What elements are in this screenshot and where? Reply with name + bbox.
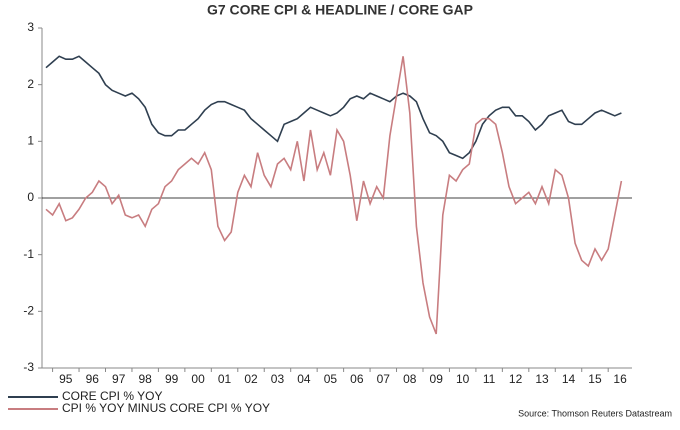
- x-tick-label: 15: [588, 372, 602, 386]
- x-tick-label: 09: [430, 372, 444, 386]
- x-tick-label: 03: [271, 372, 285, 386]
- x-tick-label: 04: [297, 372, 311, 386]
- x-tick-label: 99: [165, 372, 179, 386]
- x-tick-label: 16: [613, 372, 627, 386]
- x-tick-label: 08: [403, 372, 417, 386]
- y-tick-label: -3: [23, 360, 34, 374]
- x-tick-label: 01: [218, 372, 232, 386]
- x-tick-label: 12: [509, 372, 523, 386]
- x-tick-label: 97: [112, 372, 126, 386]
- y-tick-label: 1: [27, 134, 34, 148]
- series-line: [45, 56, 623, 335]
- legend-label: CORE CPI % YOY: [62, 389, 162, 403]
- x-tick-label: 05: [324, 372, 338, 386]
- x-tick-label: 02: [244, 372, 258, 386]
- y-tick-label: 0: [27, 190, 34, 204]
- x-tick-label: 00: [191, 372, 205, 386]
- y-tick-label: -1: [23, 247, 34, 261]
- chart-title: G7 CORE CPI & HEADLINE / CORE GAP: [207, 2, 473, 18]
- series-line: [45, 55, 622, 160]
- x-tick-label: 06: [350, 372, 364, 386]
- x-tick-label: 11: [483, 372, 496, 386]
- source-note: Source: Thomson Reuters Datastream: [518, 408, 672, 418]
- x-tick-label: 13: [535, 372, 549, 386]
- y-tick-label: 3: [27, 20, 34, 34]
- y-tick-label: -2: [23, 304, 34, 318]
- x-tick-label: 98: [139, 372, 153, 386]
- x-tick-label: 07: [377, 372, 391, 386]
- legend-label: CPI % YOY MINUS CORE CPI % YOY: [62, 401, 270, 415]
- x-tick-label: 14: [562, 372, 576, 386]
- y-tick-label: 2: [27, 77, 34, 91]
- x-tick-label: 96: [86, 372, 100, 386]
- x-tick-label: 10: [456, 372, 470, 386]
- x-tick-label: 95: [59, 372, 73, 386]
